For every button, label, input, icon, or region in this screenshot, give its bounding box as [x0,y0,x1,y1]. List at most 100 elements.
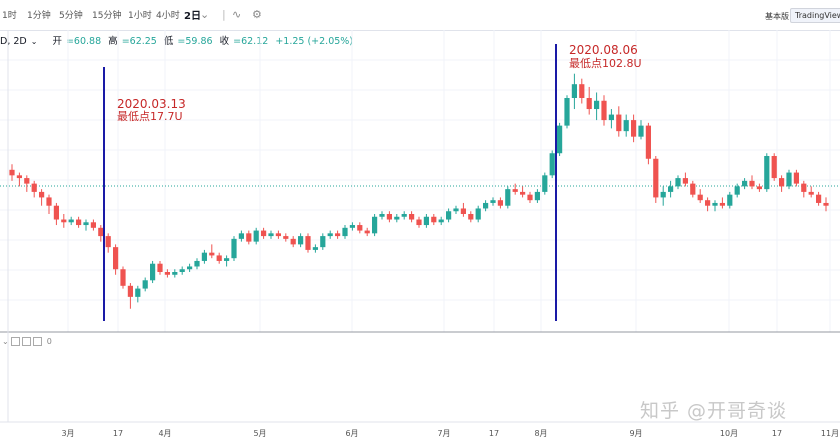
candle-down [616,114,622,132]
x-tick-label: 9月 [629,429,642,438]
divider: | [222,8,226,21]
candle-down [719,202,725,206]
candle-down [816,194,822,203]
candle-up [594,100,600,110]
candle-down [261,230,267,237]
settings-icon[interactable] [22,337,32,346]
candle-up [571,84,577,98]
candle-up [423,216,429,226]
candle-up [224,258,230,261]
candle-up [623,120,629,132]
x-tick-label: 11月 [821,429,839,438]
chevron-down-icon[interactable]: ⌄ [30,37,38,46]
candle-down [113,247,119,270]
tradingview-button[interactable]: TradingView [790,8,840,23]
candle-up [446,211,452,220]
x-tick-label: 6月 [345,429,358,438]
collapse-chevron-icon[interactable]: ⌄ [2,337,9,346]
candle-up [734,186,740,195]
candle-up [312,247,318,250]
high-value: =62.25 [121,36,157,47]
candle-down [275,233,281,237]
candle-down [16,175,22,179]
annotation-text: 最低点102.8U [569,57,642,70]
timeframe-15m[interactable]: 15分钟 [92,11,122,21]
candle-group [9,73,829,309]
candle-up [675,178,681,187]
indicator-value: 0 [46,337,52,346]
candle-down [105,236,111,248]
x-tick-label: 10月 [720,429,738,438]
candle-down [76,219,82,226]
candle-down [98,227,104,237]
candle-down [53,205,59,220]
candle-up [320,236,326,248]
candle-down [808,191,814,195]
indicator-pane-header: ⌄ 0 [2,337,52,346]
x-axis: 3月 17 4月 5月 6月 7月 17 8月 9月 10月 17 11月 [61,429,839,438]
low-label: 低 [163,36,174,47]
annotation-text: 最低点17.7U [117,110,183,123]
candle-up [505,189,511,206]
candle-down [431,216,437,223]
x-tick-label: 17 [113,429,123,438]
candle-up [483,202,489,209]
candle-down [601,100,607,121]
candle-down [586,98,592,110]
candle-up [201,252,207,261]
candle-up [68,219,74,223]
timeframe-2d[interactable]: 2日 [184,11,201,22]
candle-up [194,260,200,267]
timeframe-4h[interactable]: 4小时 [156,11,180,21]
grid [0,30,840,423]
candle-up [268,233,274,237]
candle-down [416,219,422,226]
candle-up [475,208,481,220]
x-tick-label: 17 [772,429,782,438]
symbol-interval[interactable]: D, 2D [0,36,27,47]
candle-up [401,214,407,217]
timeframe-1h-partial[interactable]: 1时 [2,11,17,21]
candle-up [238,233,244,239]
timeframe-1m[interactable]: 1分钟 [27,11,51,21]
high-label: 高 [108,36,118,47]
eye-icon[interactable] [11,337,21,346]
candle-up [660,191,666,198]
open-label: 开 [52,36,62,47]
candle-up [727,194,733,206]
candle-down [246,233,252,242]
chevron-down-icon[interactable]: ⌄ [200,8,210,21]
candle-down [793,172,799,184]
candle-up [638,125,644,137]
candle-down [512,189,518,192]
candle-up [534,191,540,201]
compare-icon[interactable]: ∿ [232,8,242,21]
candle-down [705,200,711,206]
candle-up [231,238,237,259]
open-value: =60.88 [65,36,102,47]
x-tick-label: 5月 [253,429,266,438]
basic-view-button[interactable]: 基本版 [760,8,794,25]
candle-up [764,156,770,190]
candle-up [549,153,555,176]
gear-icon[interactable]: ⚙ [252,8,262,21]
candle-down [460,208,466,214]
candle-up [490,200,496,203]
candle-down [801,183,807,192]
candle-down [290,238,296,245]
candle-down [520,191,526,195]
candle-down [61,219,67,223]
candle-up [142,280,148,289]
timeframe-1h[interactable]: 1小时 [128,11,152,21]
candle-up [668,186,674,192]
candle-down [157,263,163,272]
candle-down [497,200,503,206]
timeframe-5m[interactable]: 5分钟 [59,11,83,21]
candle-up [179,269,185,272]
close-icon[interactable] [33,337,43,346]
candle-up [564,98,570,126]
candle-up [786,172,792,187]
candle-down [682,178,688,184]
